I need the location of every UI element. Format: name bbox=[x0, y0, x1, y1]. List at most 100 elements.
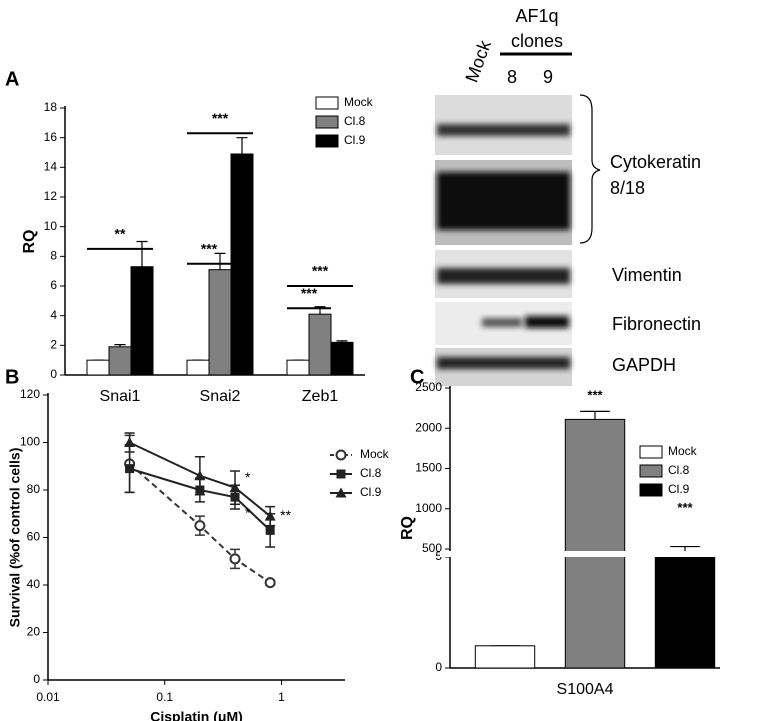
marker bbox=[229, 482, 241, 493]
panel-label: C bbox=[410, 366, 424, 388]
x-tick-label: 0.01 bbox=[36, 690, 60, 704]
x-tick-label: S100A4 bbox=[557, 681, 614, 698]
legend-label: Cl.8 bbox=[668, 463, 690, 477]
bar bbox=[86, 359, 110, 376]
western-blot: Mock AF1q clones 8 9 Cytokeratin 8/18 Vi… bbox=[435, 6, 701, 386]
x-axis-label: Cisplatin (μM) bbox=[150, 709, 243, 721]
legend-label: Cl.8 bbox=[360, 466, 382, 480]
y-tick-label: 2000 bbox=[415, 420, 442, 434]
legend-marker bbox=[336, 469, 346, 479]
blot-band bbox=[437, 172, 570, 230]
legend-swatch bbox=[315, 115, 339, 129]
y-tick-label: 14 bbox=[44, 160, 58, 174]
legend-marker bbox=[335, 487, 347, 498]
panel-label: A bbox=[5, 68, 19, 90]
marker bbox=[265, 525, 275, 535]
bar bbox=[230, 153, 254, 376]
blot-band bbox=[437, 268, 570, 284]
error-bar bbox=[214, 252, 226, 270]
x-tick-label: Snai2 bbox=[200, 388, 241, 405]
x-tick-label: Snai1 bbox=[100, 388, 141, 405]
significance-label: *** bbox=[312, 263, 329, 279]
significance-label: * bbox=[245, 469, 251, 485]
y-tick-label: 20 bbox=[27, 625, 41, 639]
legend-swatch bbox=[639, 445, 663, 459]
x-tick-label: 1 bbox=[278, 690, 285, 704]
panel-label: B bbox=[5, 366, 19, 388]
error-bar bbox=[136, 240, 148, 267]
band-label: GAPDH bbox=[612, 355, 676, 375]
bar bbox=[108, 346, 132, 376]
band-label: 8/18 bbox=[610, 178, 645, 198]
legend-label: Cl.8 bbox=[344, 114, 366, 128]
marker bbox=[194, 470, 206, 481]
y-tick-label: 18 bbox=[44, 100, 58, 114]
bar bbox=[474, 645, 536, 669]
y-tick-label: 2 bbox=[50, 338, 57, 352]
y-tick-label: 4 bbox=[50, 308, 57, 322]
y-tick-label: 6 bbox=[50, 278, 57, 292]
blot-band bbox=[437, 357, 570, 369]
legend-label: Cl.9 bbox=[668, 482, 690, 496]
y-tick-label: 0 bbox=[435, 660, 442, 674]
legend-label: Cl.9 bbox=[344, 133, 366, 147]
group-label: AF1q bbox=[515, 6, 558, 26]
marker bbox=[264, 577, 276, 589]
blot-band bbox=[437, 124, 570, 136]
band-label: Vimentin bbox=[612, 265, 682, 285]
legend-swatch bbox=[315, 96, 339, 110]
band-label: Cytokeratin bbox=[610, 152, 701, 172]
blot-band bbox=[482, 318, 522, 327]
bar bbox=[654, 552, 716, 669]
y-tick-label: 16 bbox=[44, 130, 58, 144]
legend-swatch bbox=[639, 483, 663, 497]
legend-swatch bbox=[315, 134, 339, 148]
significance-label: *** bbox=[301, 285, 318, 301]
y-tick-label: 80 bbox=[27, 482, 41, 496]
line bbox=[129, 467, 271, 532]
group-label: clones bbox=[511, 31, 563, 51]
y-tick-label: 120 bbox=[20, 387, 40, 401]
y-axis-label: RQ bbox=[399, 516, 416, 540]
y-tick-label: 1500 bbox=[415, 461, 442, 475]
significance-label: * bbox=[245, 504, 251, 520]
lane-label: Mock bbox=[461, 37, 495, 85]
y-tick-label: 1000 bbox=[415, 501, 442, 515]
legend-label: Mock bbox=[668, 444, 698, 458]
lane-label: 9 bbox=[543, 67, 553, 87]
y-tick-label: 500 bbox=[422, 541, 442, 555]
y-tick-label: 60 bbox=[27, 530, 41, 544]
y-tick-label: 0 bbox=[50, 367, 57, 381]
significance-label: ** bbox=[280, 507, 291, 523]
blot-band bbox=[525, 316, 569, 328]
bar bbox=[208, 269, 232, 376]
significance-label: *** bbox=[677, 500, 693, 515]
bar bbox=[330, 341, 354, 376]
marker bbox=[264, 510, 276, 521]
lane-label: 8 bbox=[507, 67, 517, 87]
x-tick-label: Zeb1 bbox=[302, 388, 339, 405]
marker bbox=[125, 464, 135, 474]
line bbox=[128, 463, 271, 584]
y-tick-label: 10 bbox=[44, 219, 58, 233]
y-tick-label: 5 bbox=[435, 549, 442, 563]
bar bbox=[308, 313, 332, 376]
legend-label: Cl.9 bbox=[360, 485, 382, 499]
y-axis-label: Survival (%of control cells) bbox=[7, 448, 23, 628]
axis-break bbox=[440, 551, 720, 557]
y-tick-label: 0 bbox=[33, 672, 40, 686]
x-tick-label: 0.1 bbox=[156, 690, 173, 704]
error-bar bbox=[580, 410, 610, 420]
significance-label: *** bbox=[587, 387, 603, 402]
significance-label: *** bbox=[212, 110, 229, 126]
y-tick-label: 2500 bbox=[415, 380, 442, 394]
legend-marker bbox=[335, 449, 347, 461]
legend-label: Mock bbox=[344, 95, 374, 109]
marker bbox=[229, 553, 241, 565]
bar bbox=[286, 359, 310, 376]
marker bbox=[194, 520, 206, 532]
line bbox=[129, 441, 271, 517]
band-label: Fibronectin bbox=[612, 314, 701, 334]
